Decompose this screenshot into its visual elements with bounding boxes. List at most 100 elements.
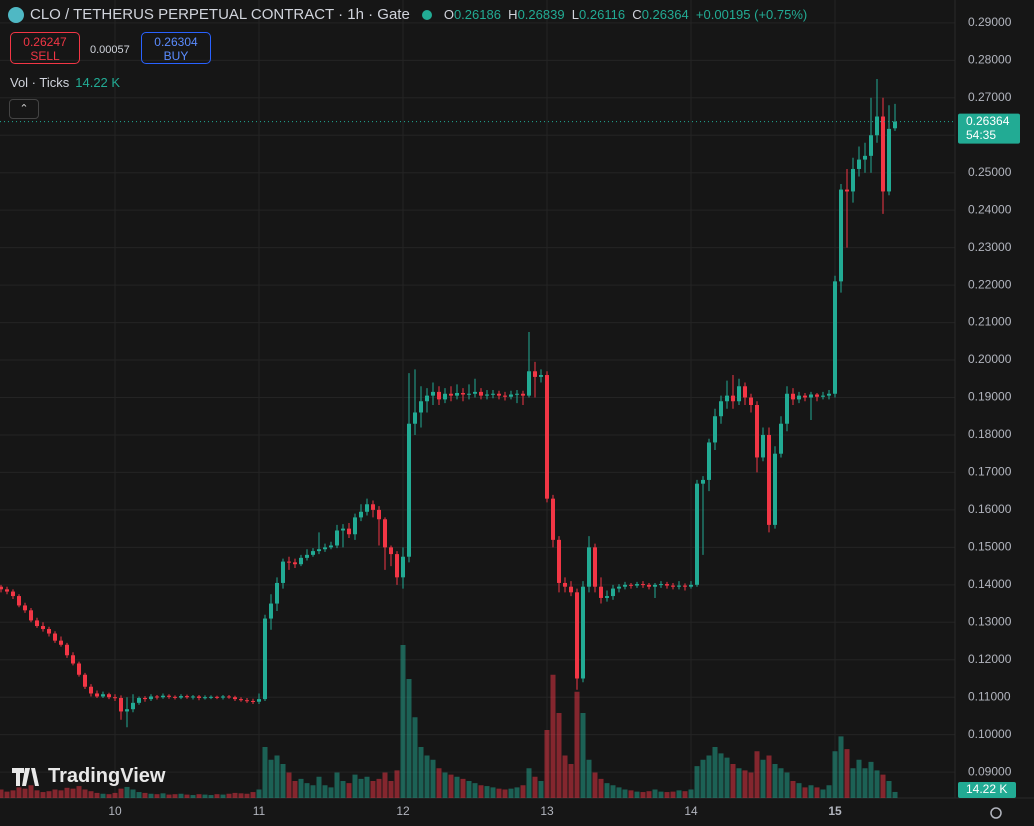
volume-bar (76, 786, 82, 798)
volume-bar (784, 772, 790, 798)
ohlc: O0.26186 H0.26839 L0.26116 C0.26364 +0.0… (444, 7, 807, 22)
candle-body (701, 479, 705, 484)
volume-last-label: 14.22 K (966, 782, 1007, 796)
candle-body (383, 519, 387, 548)
volume-bar (550, 674, 556, 798)
volume-bar (316, 776, 322, 798)
candle-body (611, 588, 615, 597)
volume-bar (142, 792, 148, 798)
candle-body (671, 585, 675, 587)
candle-body (29, 610, 33, 621)
candle-body (815, 394, 819, 397)
candle-body (347, 528, 351, 535)
candle-body (809, 394, 813, 398)
last-price-box (958, 113, 1020, 144)
candle-body (845, 189, 849, 192)
collapse-button[interactable]: ⌃ (9, 99, 39, 119)
volume-bar (748, 772, 754, 798)
candle-body (581, 586, 585, 679)
candle-body (287, 561, 291, 563)
candle-body (311, 551, 315, 555)
candle-body (461, 393, 465, 395)
candle-body (725, 395, 729, 402)
candle-body (227, 696, 231, 698)
volume-bar (496, 788, 502, 798)
volume-bar (214, 794, 220, 798)
candle-body (299, 557, 303, 565)
candle-body (497, 393, 501, 396)
candle-body (419, 401, 423, 413)
volume-bar (862, 768, 868, 798)
volume-bar (754, 751, 760, 798)
volume-bar (760, 759, 766, 798)
volume-bar (250, 792, 256, 798)
y-tick-label: 0.18000 (968, 427, 1012, 441)
candle-body (857, 159, 861, 169)
volume-bar (4, 791, 10, 798)
volume-bar (796, 783, 802, 798)
candle-body (731, 395, 735, 402)
candle-body (155, 696, 159, 698)
volume-bar (526, 768, 532, 798)
volume-bar (400, 645, 406, 798)
volume-bar (712, 747, 718, 798)
volume-bar (226, 793, 232, 798)
volume-value: 14.22 K (75, 75, 121, 90)
volume-bar (112, 792, 118, 798)
candle-body (509, 394, 513, 397)
candle-body (449, 393, 453, 396)
ohlc-key: O (443, 7, 454, 22)
candle-body (467, 393, 471, 395)
volume-bar (424, 755, 430, 798)
x-tick-label: 12 (396, 804, 410, 818)
candle-body (101, 694, 105, 697)
volume-bar (82, 789, 88, 798)
volume-bar (832, 751, 838, 798)
volume-bar (148, 793, 154, 798)
volume-bar (358, 778, 364, 798)
volume-bar (448, 774, 454, 798)
ohlc-value: 0.26116 (579, 7, 626, 22)
volume-bar (88, 791, 94, 798)
candle-body (389, 547, 393, 555)
volume-bar (184, 794, 190, 798)
candle-body (647, 584, 651, 587)
sell-button[interactable]: 0.26247 SELL (10, 32, 80, 64)
candle-body (161, 695, 165, 698)
volume-bar (202, 794, 208, 798)
candle-body (695, 483, 699, 585)
volume-bar (454, 776, 460, 798)
candle-body (329, 545, 333, 548)
candle-body (491, 393, 495, 395)
countdown: 54:35 (966, 128, 996, 142)
candle-body (443, 393, 447, 400)
volume-bar (856, 759, 862, 798)
candle-body (605, 596, 609, 598)
y-tick-label: 0.25000 (968, 165, 1012, 179)
candle-body (395, 554, 399, 578)
candle-body (503, 395, 507, 397)
candle-body (791, 393, 795, 400)
y-tick-label: 0.23000 (968, 240, 1012, 254)
y-tick-label: 0.27000 (968, 90, 1012, 104)
volume-bar (346, 783, 352, 798)
candle-body (0, 586, 3, 590)
volume-bar (286, 772, 292, 798)
volume-bar (586, 759, 592, 798)
candle-body (149, 696, 153, 700)
candle-body (665, 584, 669, 586)
volume-bar (388, 781, 394, 798)
candle-body (239, 699, 243, 701)
volume-bar (700, 759, 706, 798)
volume-bar (742, 770, 748, 798)
symbol[interactable]: CLO / TETHERUS PERPETUAL CONTRACT · 1h ·… (30, 6, 410, 23)
buy-button[interactable]: 0.26304 BUY (141, 32, 211, 64)
candle-body (635, 584, 639, 586)
ohlc-value: 0.26839 (517, 7, 565, 22)
candle-body (485, 394, 489, 396)
volume-bar (100, 793, 106, 798)
volume-bar (646, 791, 652, 798)
volume-bar (220, 794, 226, 798)
candle-body (869, 135, 873, 156)
